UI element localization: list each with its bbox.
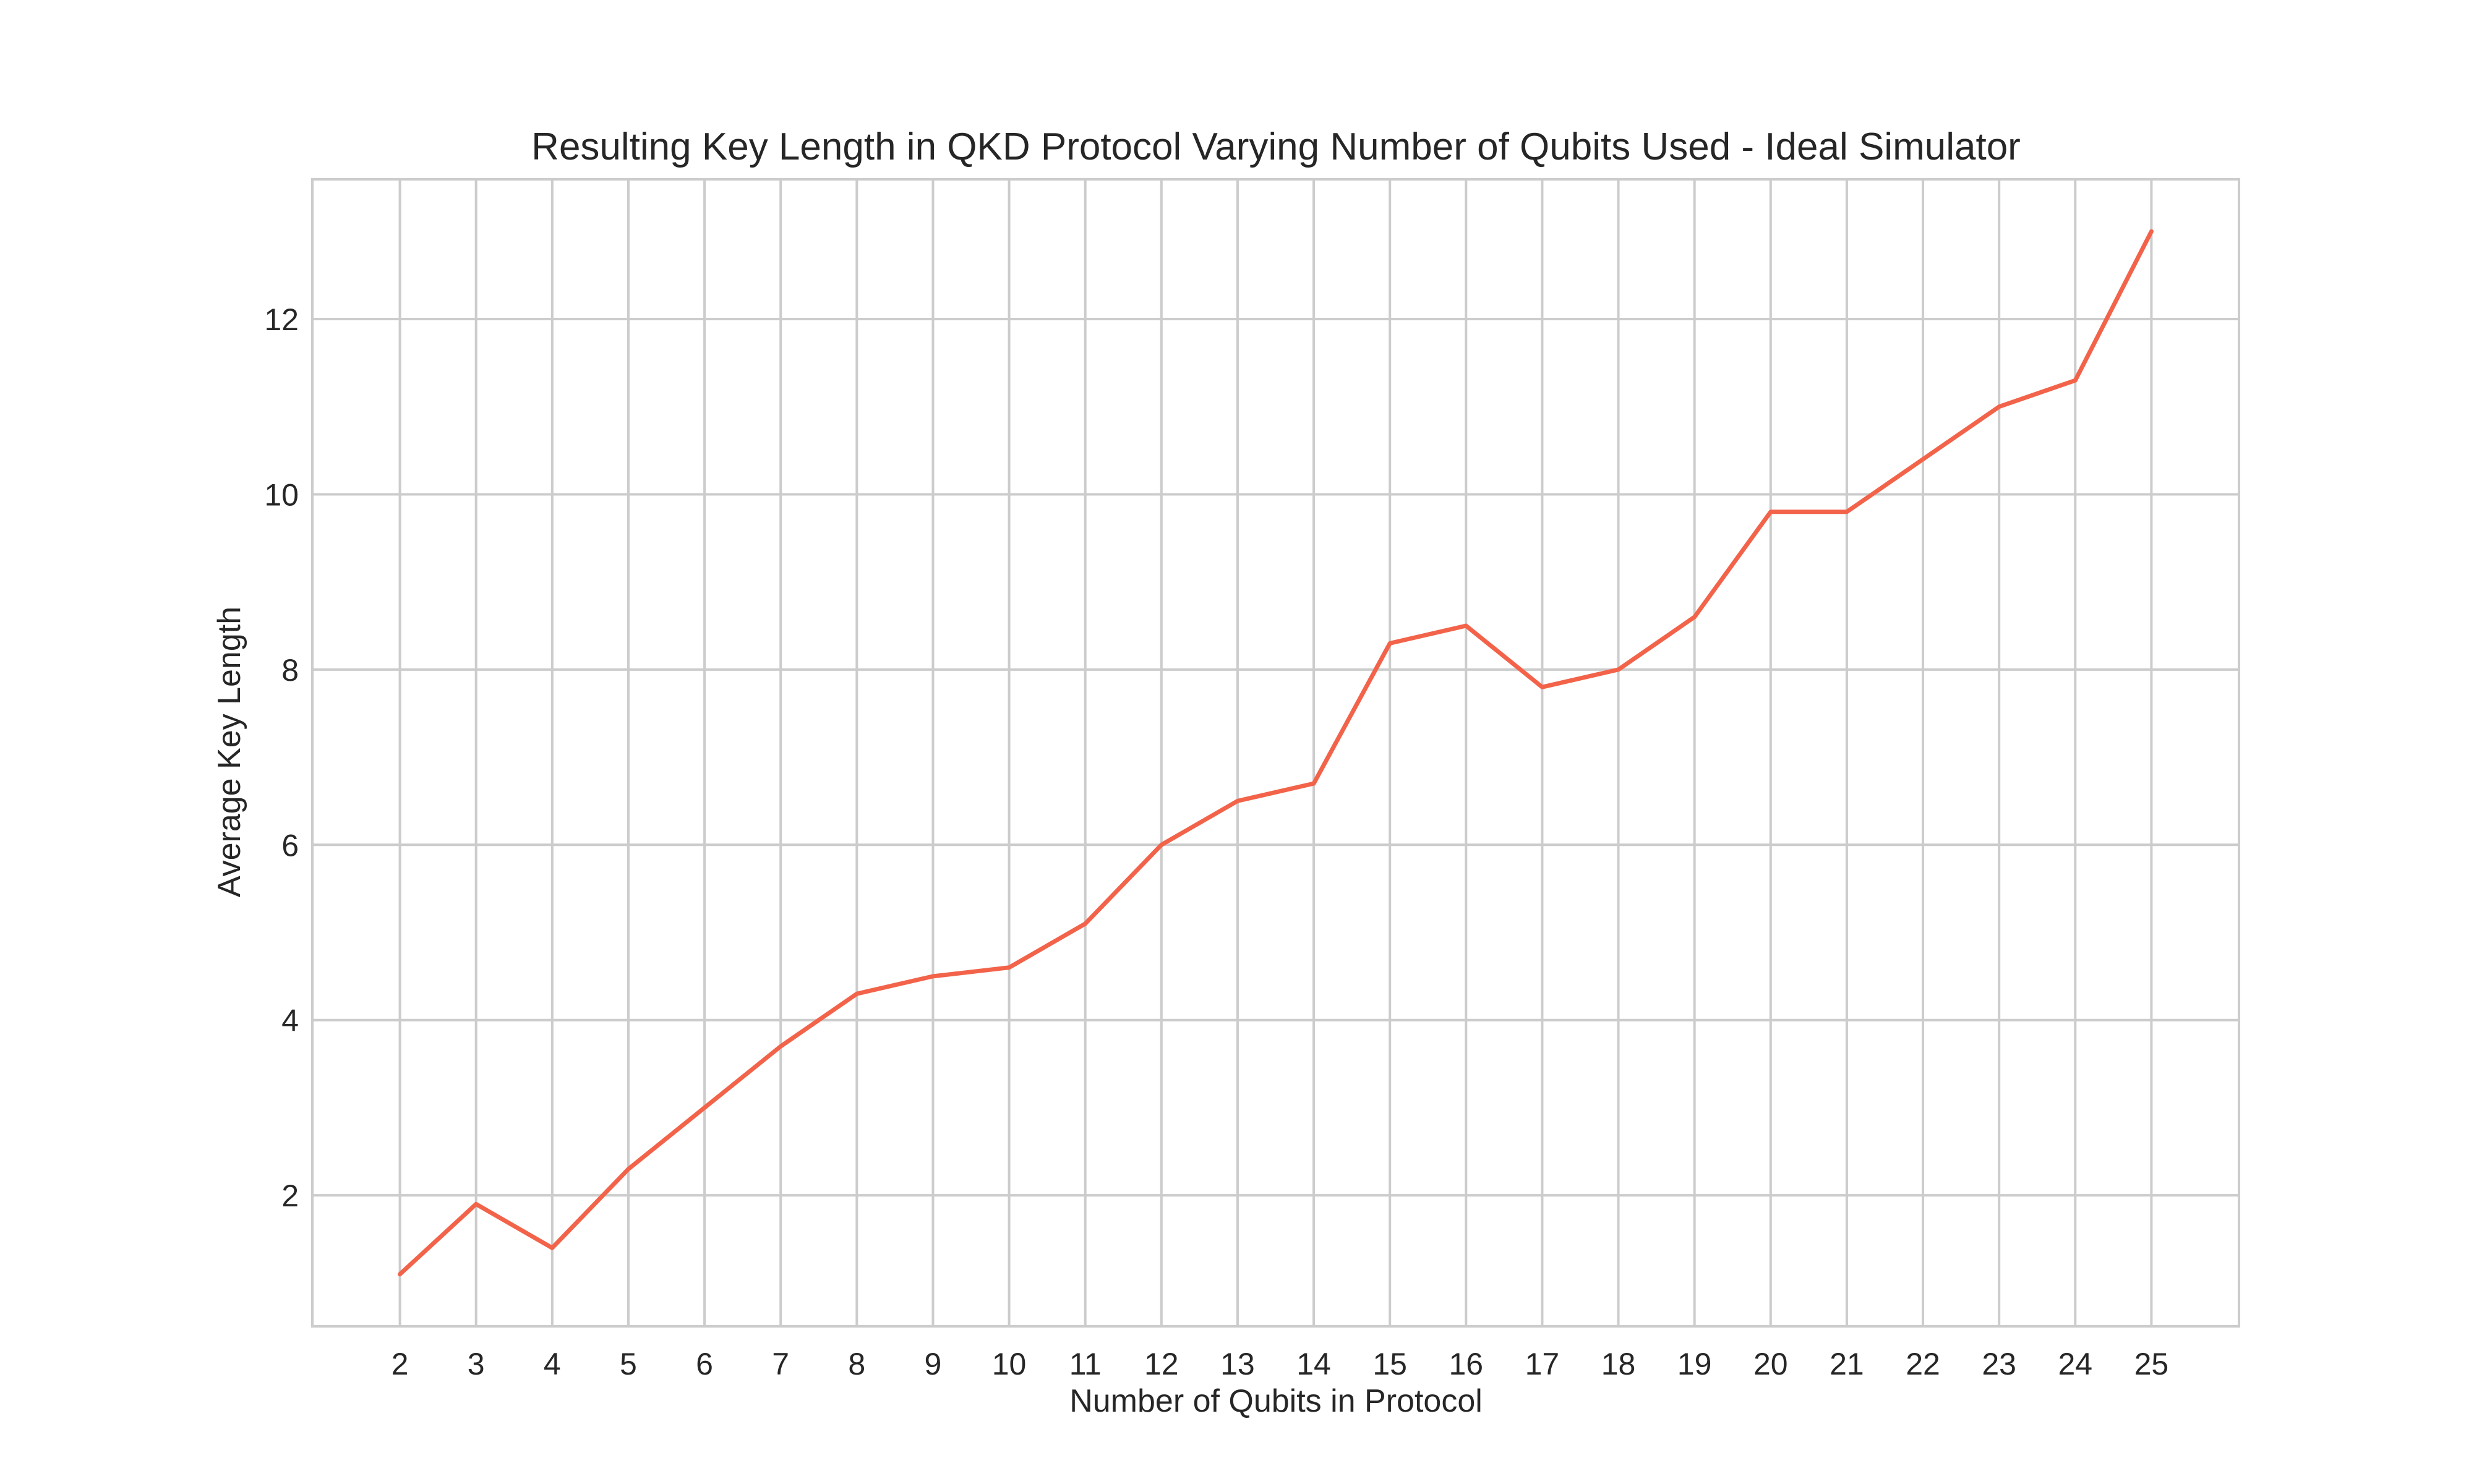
x-tick-label: 18 [1601,1347,1636,1381]
x-tick-label: 8 [848,1347,865,1381]
series-layer [398,229,2154,1277]
x-tick-label: 2 [392,1347,409,1381]
y-tick-label: 12 [264,302,299,337]
x-tick-label: 24 [2058,1347,2092,1381]
x-tick-label: 3 [468,1347,485,1381]
x-tick-label: 23 [1982,1347,2016,1381]
x-tick-label: 17 [1525,1347,1560,1381]
x-tick-label: 20 [1753,1347,1788,1381]
plot-frame [311,178,2240,1328]
x-tick-label: 16 [1449,1347,1483,1381]
y-tick-label: 4 [281,1004,299,1038]
x-tick-label: 7 [772,1347,789,1381]
y-tick-label: 2 [281,1179,299,1213]
x-tick-label: 12 [1144,1347,1179,1381]
x-axis-label: Number of Qubits in Protocol [1069,1383,1483,1419]
x-tick-label: 14 [1296,1347,1331,1381]
x-gridlines [398,179,2153,1326]
x-tick-label: 19 [1677,1347,1712,1381]
x-tick-label: 25 [2134,1347,2169,1381]
y-axis-label: Average Key Length [212,607,247,897]
y-tick-label: 10 [264,477,299,512]
y-tick-label: 6 [281,828,299,863]
x-tick-label: 10 [992,1347,1027,1381]
y-tick-labels: 2 4 6 8 10 12 [264,302,299,1213]
series-line [398,229,2154,1277]
x-tick-label: 9 [925,1347,942,1381]
x-tick-label: 4 [544,1347,561,1381]
chart-title: Resulting Key Length in QKD Protocol Var… [531,126,2021,168]
x-tick-label: 11 [1069,1347,1102,1381]
y-gridlines [312,318,2239,1197]
y-tick-label: 8 [281,653,299,688]
x-tick-label: 5 [620,1347,637,1381]
x-tick-labels: 2 3 4 5 6 7 8 9 10 11 12 13 14 15 16 17 18 19 20 21 22 23 24 25 [392,1347,2169,1381]
x-tick-label: 13 [1220,1347,1255,1381]
x-tick-label: 21 [1830,1347,1864,1381]
x-tick-label: 6 [696,1347,713,1381]
x-tick-label: 22 [1906,1347,1940,1381]
x-tick-label: 15 [1372,1347,1407,1381]
